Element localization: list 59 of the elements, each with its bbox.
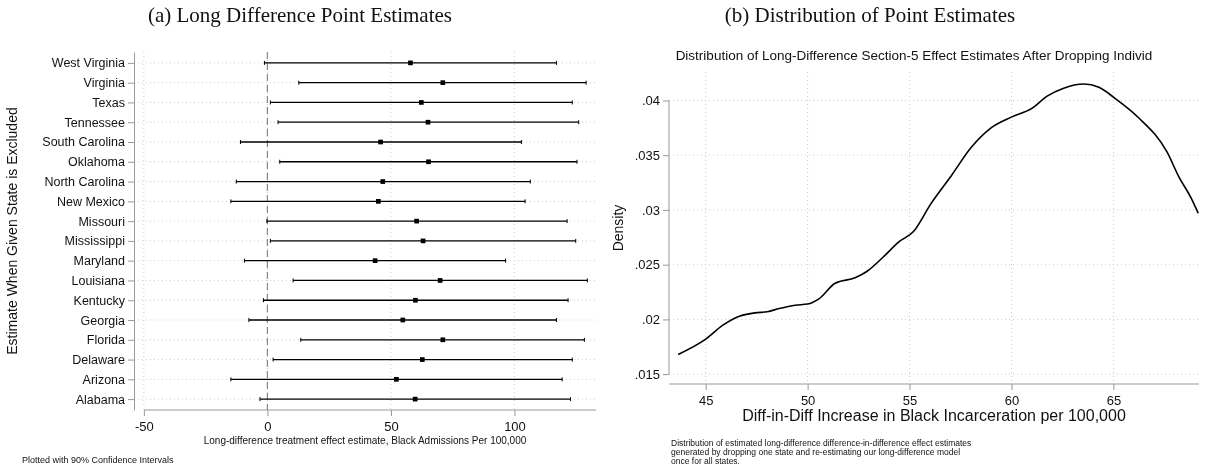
y-tick-label: Arizona xyxy=(82,372,126,387)
y-tick-label: South Carolina xyxy=(42,135,126,150)
y-axis-title: Density xyxy=(610,204,626,252)
point xyxy=(440,337,446,343)
y-tick-label: Georgia xyxy=(80,313,126,328)
line-series xyxy=(677,83,1199,356)
point xyxy=(413,297,418,303)
y-tick-label: .015 xyxy=(634,366,660,382)
point xyxy=(378,139,383,145)
point xyxy=(437,278,443,283)
y-tick-label: Missouri xyxy=(78,214,125,229)
y-tick-label: North Carolina xyxy=(44,175,126,190)
y-tick-label: .03 xyxy=(641,202,660,218)
x-tick-label: 55 xyxy=(902,392,918,408)
y-tick-label: .02 xyxy=(641,312,660,328)
point xyxy=(408,60,413,66)
point xyxy=(419,357,425,362)
x-tick-label: -50 xyxy=(134,418,154,434)
y-tick-label: Louisiana xyxy=(71,273,126,288)
x-tick-label: 45 xyxy=(698,392,714,408)
y-tick-label: West Virginia xyxy=(51,56,126,71)
y-tick-label: Mississippi xyxy=(64,234,125,249)
point xyxy=(418,100,424,105)
point xyxy=(376,198,381,204)
x-tick-label: 60 xyxy=(1004,392,1020,408)
y-tick-label: Maryland xyxy=(73,254,126,269)
y-tick-label: .04 xyxy=(641,93,660,109)
chart-title: (a) Long Difference Point Estimates xyxy=(147,3,453,27)
text: Plotted with 90% Confidence Intervals xyxy=(22,455,175,465)
y-tick-label: Alabama xyxy=(75,392,126,407)
point xyxy=(425,119,431,125)
y-tick-label: Florida xyxy=(86,333,126,348)
point xyxy=(426,159,431,165)
x-axis-title: Long-difference treatment effect estimate, Black Admissions Per 100,000 xyxy=(203,435,527,446)
x-tick-label: 50 xyxy=(800,392,816,408)
chart-subtitle: Distribution of Long-Difference Section-5 Effect Estimates After Dropping Individ xyxy=(675,48,1153,63)
x-tick-label: 0 xyxy=(264,418,272,434)
y-tick-label: Tennessee xyxy=(64,115,126,130)
x-tick-label: 100 xyxy=(504,418,526,434)
text: Distribution of estimated long-difference difference-in-difference effect estimates generated by dropping one state and re-estimating our long-difference model once for all states. xyxy=(671,438,972,466)
point xyxy=(372,258,378,264)
point xyxy=(414,218,419,224)
y-tick-label: Oklahoma xyxy=(68,155,126,170)
y-tick-label: Virginia xyxy=(83,76,126,91)
x-axis-title: Diff-in-Diff Increase in Black Incarceration per 100,000 xyxy=(742,407,1126,424)
point xyxy=(400,317,406,323)
chart-title: (b) Distribution of Point Estimates xyxy=(724,3,1016,27)
point xyxy=(380,179,386,184)
y-tick-label: Delaware xyxy=(72,353,126,368)
point xyxy=(394,377,399,382)
y-tick-label: New Mexico xyxy=(56,194,126,209)
y-tick-label: Kentucky xyxy=(73,293,126,308)
point xyxy=(440,80,446,85)
x-tick-label: 50 xyxy=(384,418,399,434)
y-tick-label: .025 xyxy=(634,257,660,273)
y-tick-label: Texas xyxy=(92,95,125,110)
y-axis-title: Estimate When Given State is Excluded xyxy=(4,107,20,355)
x-tick-label: 65 xyxy=(1106,392,1122,408)
y-tick-label: .035 xyxy=(634,147,660,163)
